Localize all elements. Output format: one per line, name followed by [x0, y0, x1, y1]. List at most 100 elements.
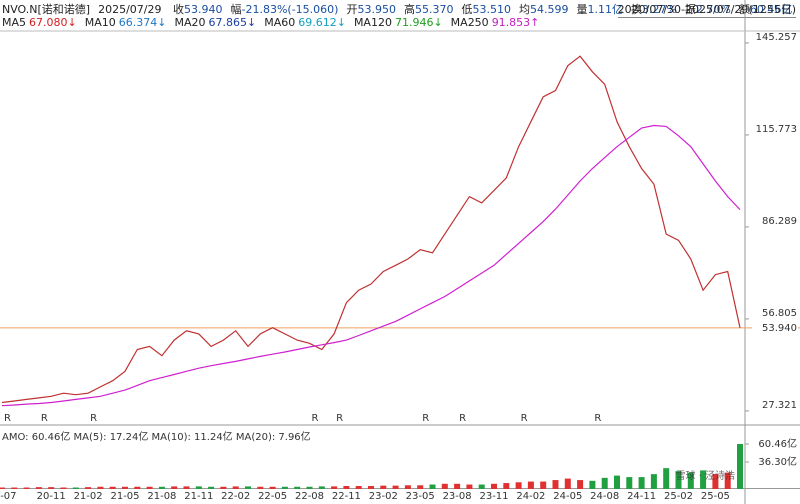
volume-bar	[650, 474, 657, 489]
volume-bar	[355, 486, 362, 489]
volume-bar	[601, 477, 608, 489]
ma-item: MA10 66.374↓	[85, 16, 167, 29]
date-range: 2020/07/30-2025/07/29(1255日)	[617, 3, 796, 18]
volume-bar	[540, 481, 547, 489]
volume-bar	[404, 485, 411, 489]
volume-bar	[343, 486, 350, 489]
date: 2025/07/29	[98, 3, 162, 16]
x-tick-label: 25-05	[701, 491, 730, 502]
quote-label: 低	[461, 3, 473, 16]
volume-bar	[220, 486, 227, 489]
x-tick-label: 23-02	[369, 491, 398, 502]
ma-name: MA20	[174, 16, 206, 29]
quote-label: 均	[518, 3, 530, 16]
volume-bar	[146, 486, 153, 489]
y-tick-label: 56.805	[762, 308, 797, 319]
volume-bar	[208, 486, 215, 489]
x-tick-label: 24-11	[627, 491, 656, 502]
quote-value: 55.370	[414, 3, 454, 16]
quote-value: 3.27%	[641, 3, 677, 16]
quote-label: 开	[346, 3, 358, 16]
volume-bar	[515, 482, 522, 489]
volume-bar	[158, 486, 165, 489]
volume-bar	[72, 487, 79, 489]
x-tick-label: 21-08	[147, 491, 176, 502]
volume-bar	[122, 486, 128, 489]
volume-bar	[564, 478, 571, 489]
last-price-box	[752, 321, 798, 334]
volume-bar	[380, 485, 387, 489]
x-tick-label: 21-05	[110, 491, 139, 502]
volume-bar	[614, 475, 620, 489]
ex-marker: R	[4, 413, 11, 424]
ma-item: MA120 71.946↓	[354, 16, 443, 29]
x-tick-label: 20-07	[0, 491, 17, 502]
quote-label: 振	[684, 3, 696, 16]
ma-value: 67.080↓	[29, 16, 77, 29]
volume-bar	[281, 486, 288, 489]
volume-bar	[306, 486, 313, 489]
volume-bar	[626, 477, 633, 489]
ma-item: MA250 91.853↑	[451, 16, 540, 29]
y-tick-label: 145.257	[756, 32, 797, 43]
volume-bar	[171, 486, 178, 489]
x-tick-label: 25-02	[664, 491, 693, 502]
volume-bar	[527, 481, 534, 489]
ma-item: MA20 67.865↓	[174, 16, 256, 29]
quote-label: 额	[738, 3, 750, 16]
x-tick-label: 23-11	[479, 491, 508, 502]
volume-bar	[589, 480, 596, 489]
x-tick-label: 21-02	[74, 491, 103, 502]
quote-value: 53.940	[184, 3, 223, 16]
quote-item: 额60.46亿	[739, 3, 793, 16]
quote-value: 53.510	[472, 3, 511, 16]
volume-bar	[60, 487, 67, 489]
ex-marker: R	[521, 413, 528, 424]
ex-marker: R	[594, 413, 601, 424]
x-tick-label: 24-02	[516, 491, 545, 502]
volume-bar	[294, 486, 301, 489]
y-tick-label: 27.321	[762, 400, 797, 411]
volume-bar	[245, 486, 251, 489]
volume-title: AMO: 60.46亿 MA(5): 17.24亿 MA(10): 11.24亿…	[2, 430, 311, 443]
quote-item: 开53.950	[346, 3, 396, 16]
volume-bar	[109, 486, 116, 489]
quote-value: 2.70%	[695, 3, 731, 16]
quote-value: 54.599	[529, 3, 569, 16]
quote-value: -21.83%(-15.060)	[241, 3, 339, 16]
quote-item: 换3.27%	[631, 3, 677, 16]
quote-value: 60.46亿	[749, 3, 793, 16]
quote-item: 低53.510	[461, 3, 511, 16]
ex-marker: R	[312, 413, 319, 424]
volume-bar	[491, 483, 497, 489]
volume-bar	[23, 487, 30, 489]
ex-marker: R	[90, 413, 97, 424]
y-tick-label: 86.289	[762, 216, 797, 227]
x-tick-label: 23-05	[406, 491, 435, 502]
symbol: NVO.N[诺和诺德]	[2, 3, 91, 16]
ma-item: MA60 69.612↓	[264, 16, 346, 29]
x-tick-label: 22-05	[258, 491, 287, 502]
x-tick-label: 21-11	[184, 491, 213, 502]
ma-value: 91.853↑	[491, 16, 540, 29]
volume-bar	[392, 485, 399, 489]
x-tick-label: 24-05	[553, 491, 582, 502]
y-tick-label: 60.46亿	[758, 437, 797, 450]
volume-bar	[700, 470, 707, 489]
volume-bar	[195, 486, 202, 489]
volume-bar	[454, 483, 461, 489]
volume-bar	[318, 486, 325, 489]
ma-value: 69.612↓	[298, 16, 346, 29]
quote-label: 幅	[230, 3, 242, 16]
y-tick-label: 115.773	[756, 124, 797, 135]
ma-item: MA5 67.080↓	[2, 16, 77, 29]
quote-item: 振2.70%	[685, 3, 731, 16]
volume-bar	[257, 486, 264, 489]
volume-bar	[675, 471, 682, 489]
volume-bar	[478, 484, 485, 489]
volume-bar	[552, 480, 559, 489]
volume-bar	[466, 484, 473, 489]
volume-bar	[183, 486, 190, 489]
ma-legend: MA5 67.080↓ MA10 66.374↓ MA20 67.865↓ MA60 69.6…	[2, 16, 547, 29]
